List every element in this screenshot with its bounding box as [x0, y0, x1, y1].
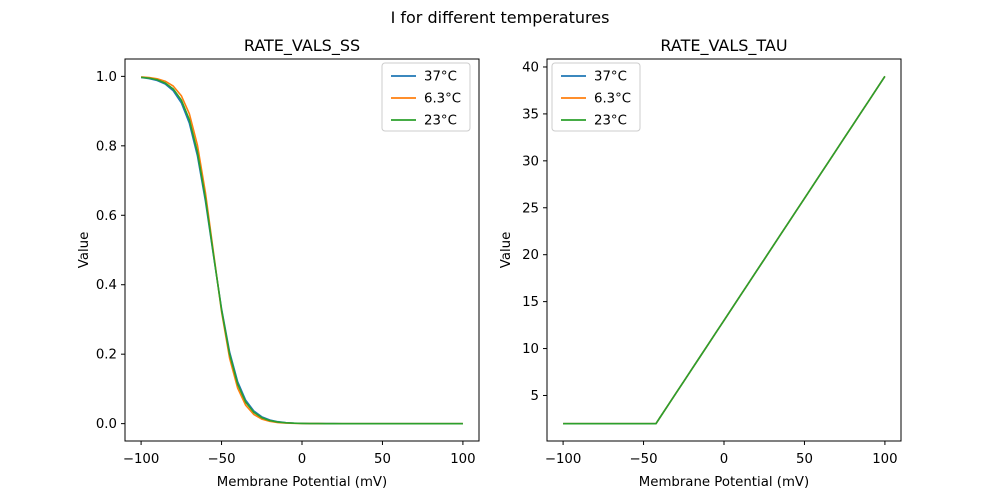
legend-label: 6.3°C [424, 92, 461, 107]
legend-label: 37°C [594, 70, 627, 85]
y-tick-label: 0.6 [96, 209, 117, 224]
x-tick-label: 0 [298, 452, 306, 467]
legend-label: 37°C [424, 70, 457, 85]
x-tick-label: 50 [374, 452, 391, 467]
y-axis-label: Value [77, 232, 92, 269]
legend: 37°C 6.3°C 23°C [551, 62, 641, 132]
x-tick-label: −100 [123, 452, 160, 467]
subplot-2: −100 −50 0 50 100 5 10 15 20 25 30 35 40 RATE_VALS_TA… [499, 36, 902, 490]
legend-label: 23°C [594, 114, 627, 129]
y-tick-label: 0.4 [96, 278, 117, 293]
y-tick-label: 0.8 [96, 139, 117, 154]
y-tick-label: 5 [531, 389, 539, 404]
x-tick-label: 100 [872, 452, 897, 467]
x-axis-label: Membrane Potential (mV) [217, 475, 387, 490]
line-series [563, 75, 886, 425]
y-tick-label: 10 [522, 342, 539, 357]
y-axis-label: Value [499, 232, 514, 269]
y-tick-label: 25 [522, 201, 539, 216]
y-tick-label: 30 [522, 154, 539, 169]
figure-title: I for different temperatures [390, 8, 610, 27]
y-tick-label: 35 [522, 107, 539, 122]
x-axis-label: Membrane Potential (mV) [639, 475, 809, 490]
y-tick-label: 40 [522, 60, 539, 75]
line-series [141, 76, 463, 425]
subplot-1: −100 −50 0 50 100 0.0 0.2 0.4 0.6 0.8 1.0 RATE_VALS… [77, 36, 480, 490]
x-tick-label: −50 [208, 452, 236, 467]
x-tick-label: −100 [545, 452, 582, 467]
legend-box [551, 62, 641, 132]
x-tick-label: 50 [796, 452, 813, 467]
legend-label: 23°C [424, 114, 457, 129]
y-tick-label: 0.2 [96, 348, 117, 363]
x-tick-label: 0 [720, 452, 728, 467]
legend: 37°C 6.3°C 23°C [381, 62, 471, 132]
axes-title: RATE_VALS_TAU [660, 36, 787, 56]
x-tick-label: 100 [450, 452, 475, 467]
y-tick-label: 1.0 [96, 70, 117, 85]
legend-box [381, 62, 471, 132]
axes-title: RATE_VALS_SS [244, 36, 360, 56]
y-tick-label: 15 [522, 295, 539, 310]
y-tick-label: 0.0 [96, 417, 117, 432]
x-tick-label: −50 [630, 452, 658, 467]
y-tick-label: 20 [522, 248, 539, 263]
legend-label: 6.3°C [594, 92, 631, 107]
